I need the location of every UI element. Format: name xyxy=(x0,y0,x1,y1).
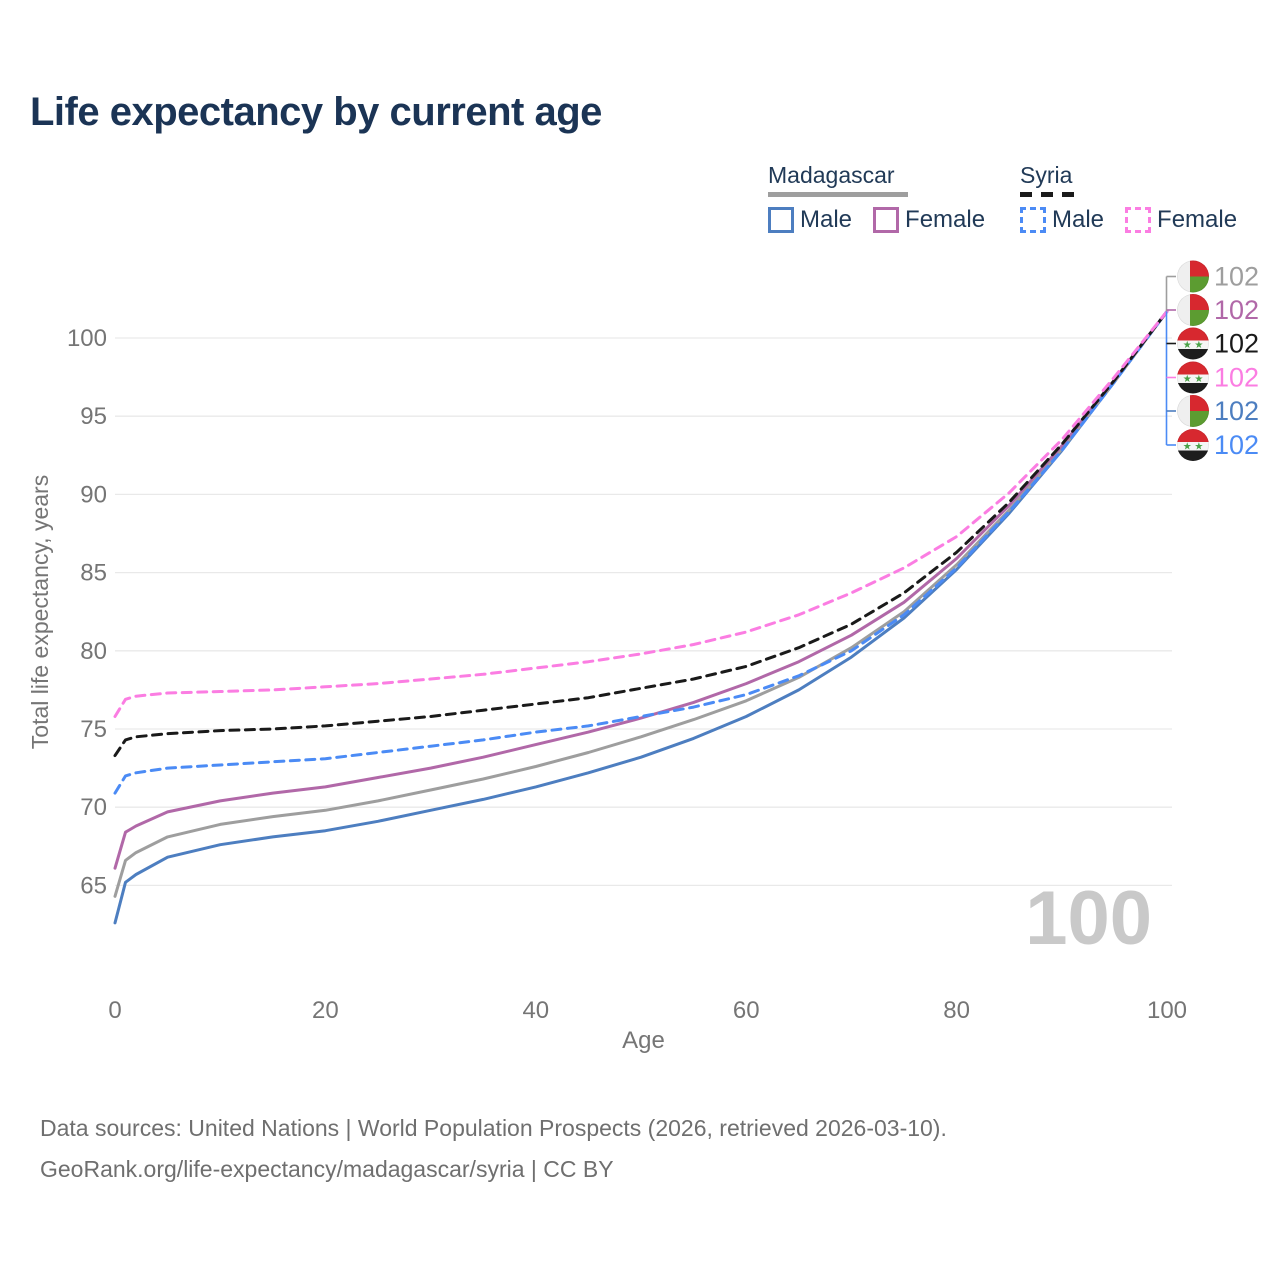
x-tick-label: 20 xyxy=(312,997,339,1024)
flag-madagascar-icon xyxy=(1177,294,1209,326)
end-value-label-madagascar-overall: 102 xyxy=(1214,262,1259,292)
y-tick-label: 70 xyxy=(80,794,107,821)
x-tick-label: 80 xyxy=(943,997,970,1024)
end-value-label-madagascar-male: 102 xyxy=(1214,396,1259,426)
series-line-syria-female xyxy=(113,309,1169,718)
flag-madagascar-icon xyxy=(1177,260,1209,293)
data-source-line: Data sources: United Nations | World Pop… xyxy=(40,1115,947,1141)
flag-syria-icon: ★ ★ xyxy=(1177,361,1209,394)
x-tick-label: 40 xyxy=(522,997,549,1024)
y-tick-label: 95 xyxy=(80,403,107,430)
watermark-age-counter: 100 xyxy=(1025,876,1152,961)
legend-underline-madagascar xyxy=(768,192,908,197)
legend-label-syria-male[interactable]: Male xyxy=(1052,206,1105,233)
end-value-label-syria-female: 102 xyxy=(1214,363,1259,393)
x-tick-label: 60 xyxy=(733,997,760,1024)
star-icon: ★ xyxy=(1183,442,1192,453)
legend-group-title-madagascar[interactable]: Madagascar xyxy=(768,162,895,188)
star-icon: ★ xyxy=(1183,340,1192,351)
end-value-label-syria-male: 102 xyxy=(1214,430,1259,460)
star-icon: ★ xyxy=(1194,442,1203,453)
y-tick-label: 80 xyxy=(80,638,107,665)
x-tick-label: 0 xyxy=(108,997,121,1024)
legend-label-madagascar-male[interactable]: Male xyxy=(800,206,853,233)
legend-underline-syria xyxy=(1020,192,1078,197)
legend-group-madagascar: Madagascar Male Female xyxy=(768,162,1006,234)
series-line-madagascar-overall xyxy=(113,309,1169,898)
data-source-note: Data sources: United Nations | World Pop… xyxy=(40,1108,947,1190)
legend-label-madagascar-female[interactable]: Female xyxy=(905,206,986,233)
y-tick-label: 65 xyxy=(80,872,107,899)
star-icon: ★ xyxy=(1194,340,1203,351)
legend-swatch-syria-male[interactable] xyxy=(1020,207,1046,233)
legend-swatch-madagascar-male[interactable] xyxy=(768,207,794,233)
legend-swatch-syria-female[interactable] xyxy=(1125,207,1152,233)
x-tick-label: 100 xyxy=(1147,997,1187,1024)
flag-syria-icon: ★ ★ xyxy=(1177,327,1209,360)
legend-group-title-syria[interactable]: Syria xyxy=(1020,162,1073,188)
y-axis-title: Total life expectancy, years xyxy=(27,475,53,749)
end-value-label-madagascar-female: 102 xyxy=(1214,295,1259,325)
series-line-syria-male xyxy=(113,309,1169,795)
end-value-label-syria-overall: 102 xyxy=(1214,329,1259,359)
star-icon: ★ xyxy=(1194,374,1203,385)
flag-madagascar-icon xyxy=(1177,395,1209,427)
x-axis-title: Age xyxy=(622,1027,665,1054)
legend: Madagascar Male Female Syria Male Female xyxy=(0,0,1280,250)
series-line-syria-overall xyxy=(113,309,1169,758)
y-tick-label: 85 xyxy=(80,560,107,587)
star-icon: ★ xyxy=(1183,374,1192,385)
legend-group-syria: Syria Male Female xyxy=(1020,162,1258,234)
page-title: Life expectancy by current age xyxy=(30,90,602,134)
y-tick-label: 75 xyxy=(80,716,107,743)
y-tick-label: 100 xyxy=(67,325,107,352)
series-line-madagascar-female xyxy=(113,309,1169,870)
series-line-madagascar-male xyxy=(113,309,1169,925)
flag-syria-icon: ★ ★ xyxy=(1177,429,1209,461)
legend-swatch-madagascar-female[interactable] xyxy=(873,207,900,233)
attribution-line: GeoRank.org/life-expectancy/madagascar/s… xyxy=(40,1156,614,1182)
legend-label-syria-female[interactable]: Female xyxy=(1157,206,1238,233)
y-tick-label: 90 xyxy=(80,481,107,508)
